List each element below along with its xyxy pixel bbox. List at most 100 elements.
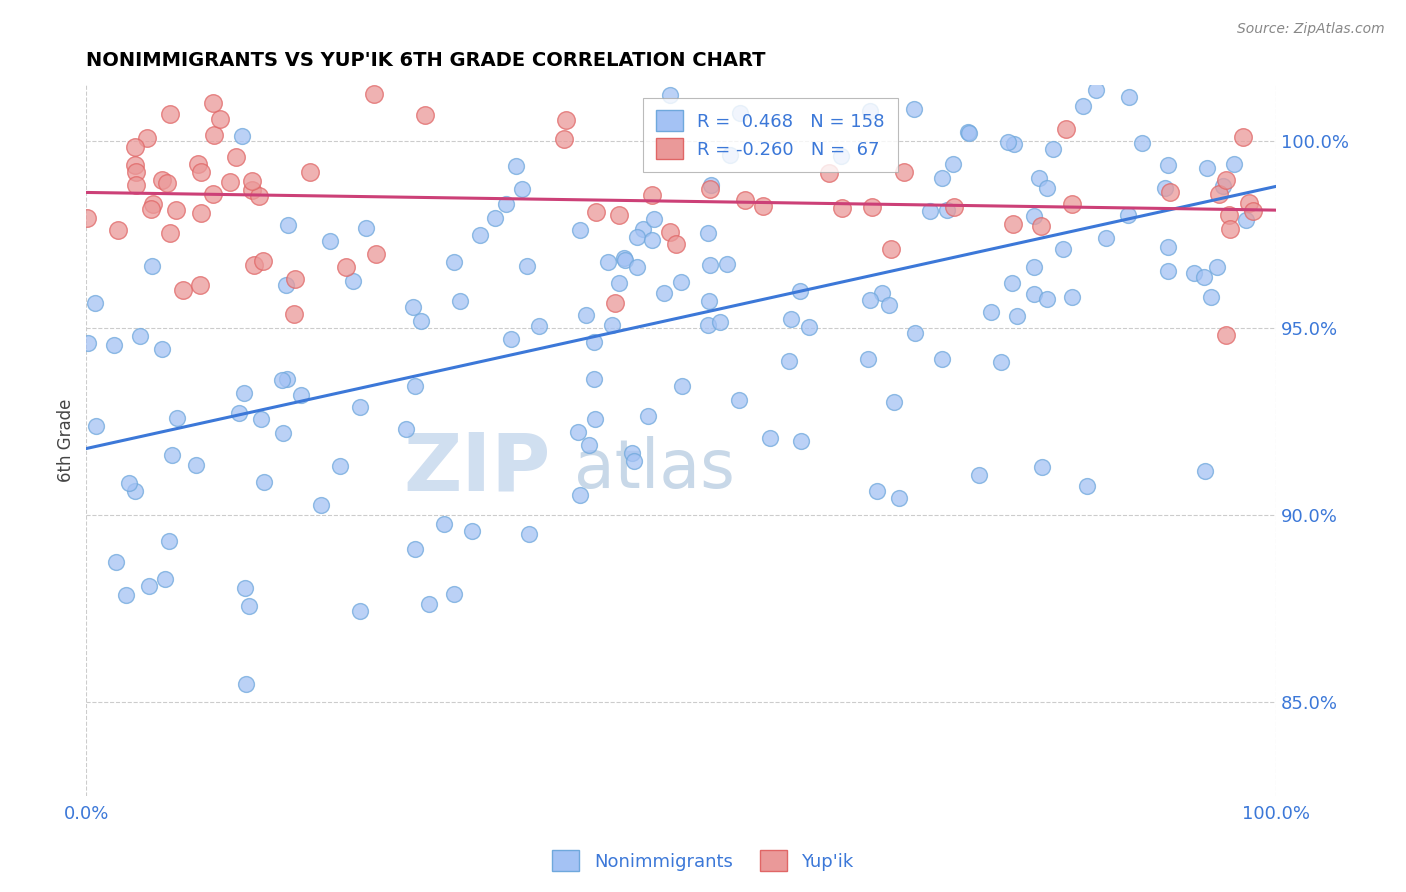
Point xyxy=(128,328,150,343)
Point xyxy=(1060,290,1083,304)
Point xyxy=(363,87,385,102)
Point xyxy=(188,277,211,292)
Point xyxy=(84,419,107,434)
Point xyxy=(880,242,903,256)
Point xyxy=(277,218,299,232)
Point xyxy=(1223,157,1246,171)
Point xyxy=(643,211,665,226)
Point xyxy=(240,174,263,188)
Point xyxy=(583,372,606,386)
Point xyxy=(276,372,298,386)
Point xyxy=(936,203,959,218)
Point xyxy=(799,319,821,334)
Point xyxy=(980,305,1002,319)
Point xyxy=(1054,121,1077,136)
Point xyxy=(600,318,623,332)
Point xyxy=(1052,242,1074,256)
Point xyxy=(202,96,225,111)
Point xyxy=(159,107,181,121)
Point xyxy=(242,258,264,272)
Point xyxy=(1241,203,1264,218)
Point xyxy=(166,411,188,425)
Point xyxy=(276,277,298,292)
Point xyxy=(1159,185,1181,199)
Point xyxy=(401,300,423,314)
Point xyxy=(1218,208,1240,222)
Point xyxy=(568,222,591,236)
Point xyxy=(335,260,357,275)
Point xyxy=(1194,464,1216,478)
Point xyxy=(125,178,148,192)
Point xyxy=(877,298,900,312)
Point xyxy=(555,113,578,128)
Point xyxy=(252,254,274,268)
Point xyxy=(720,148,742,162)
Point xyxy=(529,318,551,333)
Point xyxy=(231,129,253,144)
Point xyxy=(621,446,644,460)
Point xyxy=(596,254,619,268)
Point xyxy=(1118,90,1140,104)
Point xyxy=(759,431,782,445)
Point xyxy=(709,315,731,329)
Point xyxy=(141,260,163,274)
Point xyxy=(329,458,352,473)
Point xyxy=(669,275,692,289)
Point xyxy=(157,533,180,548)
Point xyxy=(505,159,527,173)
Point xyxy=(290,388,312,402)
Point xyxy=(1022,287,1045,301)
Point xyxy=(568,488,591,502)
Point xyxy=(208,112,231,126)
Text: NONIMMIGRANTS VS YUP'IK 6TH GRADE CORRELATION CHART: NONIMMIGRANTS VS YUP'IK 6TH GRADE CORREL… xyxy=(86,51,766,70)
Point xyxy=(553,132,575,146)
Point xyxy=(1205,260,1227,274)
Point xyxy=(202,186,225,201)
Point xyxy=(319,234,342,248)
Text: Source: ZipAtlas.com: Source: ZipAtlas.com xyxy=(1237,22,1385,37)
Point xyxy=(160,448,183,462)
Point xyxy=(887,491,910,505)
Point xyxy=(752,198,775,212)
Point xyxy=(1153,181,1175,195)
Point xyxy=(637,409,659,424)
Point xyxy=(484,211,506,225)
Point xyxy=(404,542,426,557)
Point xyxy=(283,307,305,321)
Point xyxy=(1036,292,1059,306)
Point xyxy=(1081,63,1104,78)
Point xyxy=(250,412,273,426)
Point xyxy=(395,422,418,436)
Point xyxy=(699,182,721,196)
Point xyxy=(219,175,242,189)
Point xyxy=(124,165,146,179)
Point xyxy=(790,434,813,448)
Point xyxy=(883,394,905,409)
Point xyxy=(1199,290,1222,304)
Point xyxy=(413,108,436,122)
Point xyxy=(1042,142,1064,156)
Point xyxy=(77,335,100,350)
Point xyxy=(139,202,162,216)
Point xyxy=(756,51,779,65)
Point xyxy=(117,476,139,491)
Point xyxy=(1157,240,1180,254)
Point xyxy=(859,293,882,307)
Point xyxy=(893,165,915,179)
Point xyxy=(1024,260,1046,275)
Point xyxy=(150,173,173,187)
Point xyxy=(155,176,177,190)
Point xyxy=(76,211,98,225)
Point xyxy=(780,312,803,326)
Point xyxy=(730,106,752,120)
Point xyxy=(1005,309,1028,323)
Point xyxy=(470,227,492,242)
Point xyxy=(228,406,250,420)
Point xyxy=(404,378,426,392)
Legend: R =  0.468   N = 158, R = -0.260   N =  67: R = 0.468 N = 158, R = -0.260 N = 67 xyxy=(643,98,897,172)
Point xyxy=(578,438,600,452)
Point xyxy=(1232,130,1254,145)
Point xyxy=(240,183,263,197)
Point xyxy=(1215,328,1237,343)
Point xyxy=(631,221,654,235)
